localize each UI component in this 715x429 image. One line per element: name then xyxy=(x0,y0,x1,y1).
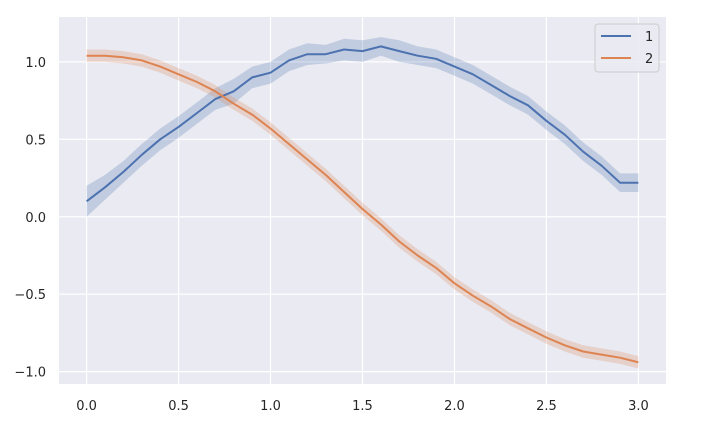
confidence-band-series-1 xyxy=(86,37,639,217)
y-tick-label: −1.0 xyxy=(14,366,46,381)
legend-label-series-2: 2 xyxy=(645,52,653,67)
y-tick-label: −0.5 xyxy=(14,288,46,303)
legend-label-series-1: 1 xyxy=(645,30,653,45)
series-lines xyxy=(85,45,639,364)
legend: 12 xyxy=(594,23,660,73)
y-axis-ticks: −1.0 −0.5 0.0 0.5 1.0 xyxy=(14,56,46,381)
y-tick-label: 0.0 xyxy=(25,211,46,226)
x-tick-label: 0.0 xyxy=(76,399,97,414)
grid-lines xyxy=(59,17,666,384)
x-tick-label: 1.5 xyxy=(352,399,373,414)
x-tick-label: 1.0 xyxy=(260,399,281,414)
y-tick-label: 0.5 xyxy=(25,133,46,148)
x-tick-label: 0.5 xyxy=(168,399,189,414)
x-tick-label: 2.0 xyxy=(444,399,465,414)
y-tick-label: 1.0 xyxy=(25,56,46,71)
x-tick-label: 3.0 xyxy=(628,399,649,414)
series-line-2 xyxy=(86,54,639,364)
x-tick-label: 2.5 xyxy=(536,399,557,414)
series-line-1 xyxy=(85,45,639,203)
x-axis-ticks: 0.0 0.5 1.0 1.5 2.0 2.5 3.0 xyxy=(76,399,649,414)
